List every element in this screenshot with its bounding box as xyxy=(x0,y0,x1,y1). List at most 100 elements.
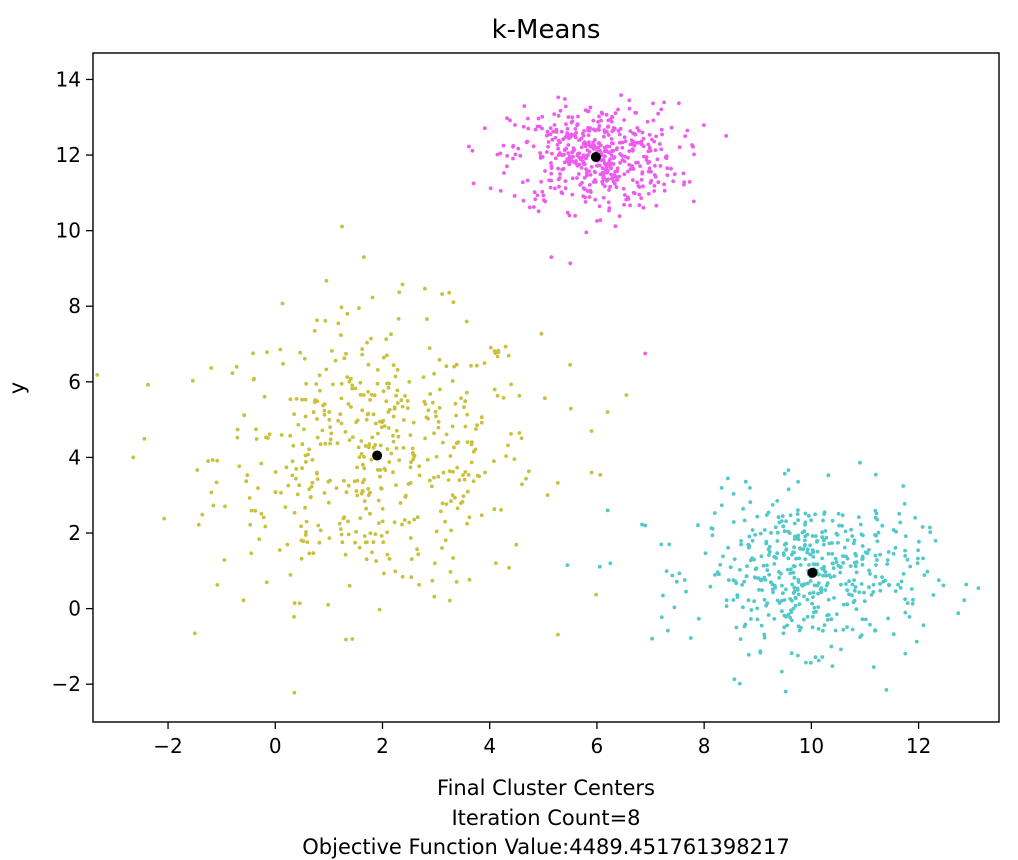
data-point xyxy=(142,436,147,441)
data-point xyxy=(544,133,549,138)
data-point xyxy=(649,178,654,183)
data-point xyxy=(444,364,449,369)
data-point xyxy=(454,413,458,418)
data-point xyxy=(607,159,612,164)
data-point xyxy=(643,523,648,528)
data-point xyxy=(841,627,846,632)
data-point xyxy=(436,474,441,479)
data-point xyxy=(880,523,885,528)
data-point xyxy=(397,458,402,463)
data-point xyxy=(357,306,361,310)
data-point xyxy=(333,358,338,363)
data-point xyxy=(587,195,592,199)
data-point xyxy=(664,569,669,573)
data-point xyxy=(593,180,598,184)
data-point xyxy=(810,601,814,606)
data-point xyxy=(465,412,470,417)
data-point xyxy=(375,381,380,386)
data-point xyxy=(461,494,466,498)
data-point xyxy=(402,518,407,522)
data-point xyxy=(505,154,510,158)
y-tick-label: 4 xyxy=(68,445,81,469)
data-point xyxy=(925,569,930,574)
data-point xyxy=(873,574,878,579)
data-point xyxy=(885,558,890,562)
data-point xyxy=(742,579,747,584)
data-point xyxy=(375,368,380,372)
data-point xyxy=(286,483,291,488)
data-point xyxy=(520,482,524,487)
data-point xyxy=(724,604,729,608)
data-point xyxy=(891,632,896,637)
data-point xyxy=(843,529,848,534)
data-point xyxy=(369,457,374,462)
data-point xyxy=(793,596,798,601)
data-point xyxy=(589,470,594,475)
data-point xyxy=(659,615,664,620)
data-point xyxy=(569,132,574,137)
data-point xyxy=(838,570,843,575)
data-point xyxy=(873,508,878,513)
data-point xyxy=(192,631,197,636)
data-point xyxy=(353,540,357,545)
data-point xyxy=(582,129,586,133)
data-point xyxy=(839,647,843,652)
data-point xyxy=(652,189,657,193)
data-point xyxy=(248,522,253,527)
data-point xyxy=(719,503,724,508)
data-point xyxy=(421,375,426,379)
data-point xyxy=(779,571,783,576)
data-point xyxy=(558,108,563,113)
data-point xyxy=(309,484,314,489)
data-point xyxy=(423,436,427,441)
data-point xyxy=(628,129,633,134)
data-point xyxy=(841,602,846,607)
data-point xyxy=(290,459,295,464)
data-point xyxy=(867,568,871,573)
data-point xyxy=(830,518,835,523)
data-point xyxy=(597,564,602,569)
data-point xyxy=(594,592,598,597)
data-point xyxy=(665,628,670,633)
data-point xyxy=(844,582,848,586)
data-point xyxy=(796,577,801,582)
data-point xyxy=(540,126,544,131)
data-point xyxy=(559,190,564,195)
data-point xyxy=(536,209,541,214)
data-point xyxy=(454,580,459,584)
data-point xyxy=(593,170,597,175)
data-point xyxy=(339,532,344,537)
data-point xyxy=(641,136,646,141)
data-point xyxy=(334,486,339,490)
data-point xyxy=(755,514,760,519)
data-point xyxy=(322,412,327,417)
data-point xyxy=(800,530,805,535)
data-point xyxy=(574,159,578,163)
data-point xyxy=(339,421,344,426)
data-point xyxy=(448,454,453,458)
data-points xyxy=(95,93,981,695)
data-point xyxy=(511,156,515,161)
data-point xyxy=(637,203,642,208)
data-point xyxy=(374,559,378,563)
data-point xyxy=(550,151,554,156)
data-point xyxy=(767,553,771,557)
x-tick-label: 12 xyxy=(906,734,931,758)
data-point xyxy=(288,433,293,438)
data-point xyxy=(463,424,468,429)
data-point xyxy=(249,551,254,556)
data-point xyxy=(386,426,391,430)
data-point xyxy=(815,538,819,543)
x-axis-label-line-2: Iteration Count=8 xyxy=(451,806,640,830)
data-point xyxy=(728,565,733,570)
data-point xyxy=(597,114,601,119)
data-point xyxy=(502,171,506,175)
data-point xyxy=(361,462,365,467)
data-point xyxy=(328,441,332,446)
data-point xyxy=(492,459,496,464)
data-point xyxy=(644,158,649,162)
data-point xyxy=(631,131,635,136)
data-point xyxy=(543,169,547,173)
data-point xyxy=(251,351,256,356)
data-point xyxy=(608,561,613,566)
